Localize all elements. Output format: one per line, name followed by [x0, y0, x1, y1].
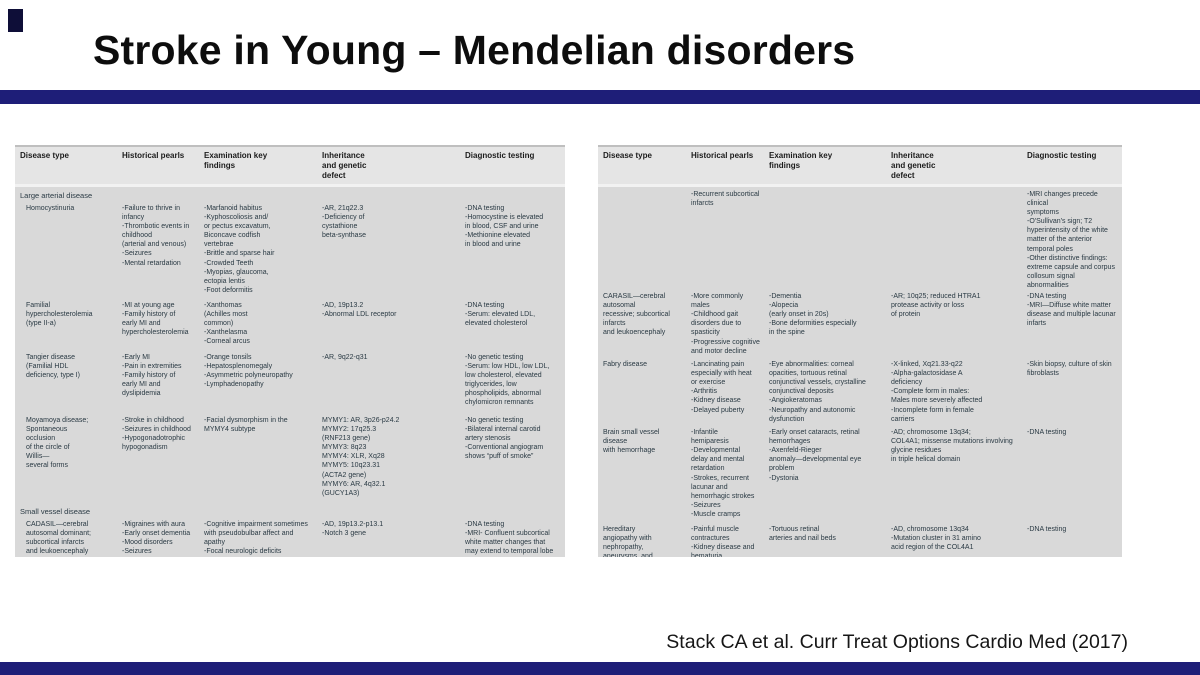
- table-row-carasil: CARASIL—cerebral autosomal recessive; su…: [598, 291, 1122, 359]
- table-row-familial-hypercholesterolemia: Familial hypercholesterolemia (type II-a…: [15, 300, 565, 352]
- cell-inheritance: -AR; 10q25; reduced HTRA1 protease activ…: [891, 293, 981, 319]
- col-header-exam-findings: Examination key findings: [769, 151, 833, 170]
- slide-title: Stroke in Young – Mendelian disorders: [93, 27, 856, 73]
- cell-diagnostic: -No genetic testing -Bilateral internal …: [465, 417, 544, 461]
- section-row-small-vessel: Small vessel disease: [20, 507, 91, 516]
- cell-disease: Familial hypercholesterolemia (type II-a…: [26, 302, 93, 328]
- table-row-hereditary-angiopathy: Hereditary angiopathy with nephropathy, …: [598, 524, 1122, 557]
- cell-inheritance: -X-linked, Xq21.33-q22 -Alpha-galactosid…: [891, 361, 983, 423]
- cell-disease: Fabry disease: [603, 361, 647, 369]
- table-row-moyamoya: Moyamoya disease; Spontaneous occlusion …: [15, 415, 565, 505]
- cell-diagnostic: -DNA testing -Homocystine is elevated in…: [465, 205, 544, 249]
- cell-historical: -Painful muscle contractures -Kidney dis…: [691, 526, 755, 557]
- right-disorders-table: Disease type Historical pearls Examinati…: [598, 145, 1122, 557]
- cell-historical: -MI at young age -Family history of earl…: [122, 302, 189, 337]
- cell-exam: -Cognitive impairment sometimes with pse…: [204, 521, 308, 556]
- cell-diagnostic: -DNA testing: [1027, 429, 1067, 437]
- cell-inheritance: -AD; chromosome 13q34; COL4A1; missense …: [891, 429, 1013, 464]
- cell-historical: -Stroke in childhood -Seizures in childh…: [122, 417, 191, 452]
- cell-diagnostic: -DNA testing -MRI- Confluent subcortical…: [465, 521, 554, 556]
- table-row-homocystinuria: Homocystinuria -Failure to thrive in inf…: [15, 203, 565, 300]
- cell-diagnostic: -MRI changes precede clinical symptoms -…: [1027, 191, 1115, 289]
- col-header-inheritance: Inheritance and genetic defect: [322, 151, 367, 180]
- cell-inheritance: -AD, chromosome 13q34 -Mutation cluster …: [891, 526, 981, 552]
- cell-inheritance: -AR, 9q22-q31: [322, 354, 368, 361]
- cell-exam: [764, 189, 886, 291]
- cell-diagnostic: -DNA testing -MRI—Diffuse white matter d…: [1027, 293, 1116, 328]
- cell-exam: -Facial dysmorphism in the MYMY4 subtype: [204, 417, 288, 434]
- left-table-header: Disease type Historical pearls Examinati…: [15, 147, 565, 187]
- cell-inheritance: -AD, 19p13.2 -Abnormal LDL receptor: [322, 302, 397, 319]
- cell-diagnostic: -DNA testing: [1027, 526, 1067, 534]
- cell-inheritance: -AD, 19p13.2-p13.1 -Notch 3 gene: [322, 521, 384, 538]
- cell-exam: -Tortuous retinal arteries and nail beds: [769, 526, 836, 543]
- right-table-header: Disease type Historical pearls Examinati…: [598, 147, 1122, 187]
- citation-text: Stack CA et al. Curr Treat Options Cardi…: [666, 631, 1128, 653]
- cell-historical: -Failure to thrive in infancy -Thromboti…: [122, 205, 190, 267]
- cell-disease: Brain small vessel disease with hemorrha…: [603, 429, 660, 455]
- table-row-fabry: Fabry disease -Lancinating pain especial…: [598, 359, 1122, 427]
- cell-disease: CADASIL—cerebral autosomal dominant; sub…: [26, 521, 91, 556]
- cell-historical: -Recurrent subcortical infarcts: [691, 191, 760, 208]
- col-header-diagnostic-testing: Diagnostic testing: [465, 151, 535, 160]
- cell-disease: Homocystinuria: [26, 205, 75, 212]
- cell-diagnostic: -Skin biopsy, culture of skin fibroblast…: [1027, 361, 1112, 378]
- left-table-body: Large arterial disease Homocystinuria -F…: [15, 187, 565, 557]
- corner-accent-mark: [8, 9, 23, 32]
- cell-historical: -Migraines with aura -Early onset dement…: [122, 521, 191, 556]
- cell-historical: -Lancinating pain especially with heat o…: [691, 361, 752, 414]
- cell-exam: -Eye abnormalities: corneal opacities, t…: [769, 361, 866, 423]
- cell-inheritance: [886, 189, 1022, 291]
- cell-disease: Moyamoya disease; Spontaneous occlusion …: [26, 417, 89, 470]
- col-header-historical-pearls: Historical pearls: [691, 151, 754, 160]
- right-table-body: -Recurrent subcortical infarcts -MRI cha…: [598, 187, 1122, 557]
- col-header-exam-findings: Examination key findings: [204, 151, 268, 170]
- cell-exam: -Xanthomas (Achilles most common) -Xanth…: [204, 302, 250, 346]
- section-row-large-arterial: Large arterial disease: [20, 191, 93, 200]
- cell-disease: CARASIL—cerebral autosomal recessive; su…: [603, 293, 670, 337]
- bottom-accent-bar: [0, 662, 1200, 675]
- col-header-inheritance: Inheritance and genetic defect: [891, 151, 936, 180]
- title-underline-bar: [0, 90, 1200, 104]
- col-header-disease-type: Disease type: [603, 151, 652, 160]
- col-header-disease-type: Disease type: [20, 151, 69, 160]
- cell-exam: -Early onset cataracts, retinal hemorrha…: [769, 429, 862, 482]
- col-header-diagnostic-testing: Diagnostic testing: [1027, 151, 1097, 160]
- cell-inheritance: -AR, 21q22.3 -Deficiency of cystathione …: [322, 205, 366, 240]
- table-row-tangier-disease: Tangier disease (Familial HDL deficiency…: [15, 352, 565, 415]
- cell-disease: Hereditary angiopathy with nephropathy, …: [603, 526, 653, 557]
- cell-diagnostic: -DNA testing -Serum: elevated LDL, eleva…: [465, 302, 536, 328]
- cell-disease: [598, 189, 686, 291]
- table-row-cadasil-continued: -Recurrent subcortical infarcts -MRI cha…: [598, 189, 1122, 291]
- cell-historical: -More commonly males -Childhood gait dis…: [691, 293, 760, 355]
- table-row-brain-small-vessel: Brain small vessel disease with hemorrha…: [598, 427, 1122, 524]
- left-disorders-table: Disease type Historical pearls Examinati…: [15, 145, 565, 557]
- cell-inheritance: MYMY1: AR, 3p26-p24.2 MYMY2: 17q25.3 (RN…: [322, 417, 400, 497]
- cell-disease: Tangier disease (Familial HDL deficiency…: [26, 354, 80, 380]
- cell-diagnostic: -No genetic testing -Serum: low HDL, low…: [465, 354, 550, 407]
- cell-historical: -Infantile hemiparesis -Developmental de…: [691, 429, 755, 518]
- cell-exam: -Marfanoid habitus -Kyphoscoliosis and/ …: [204, 205, 275, 294]
- cell-historical: -Early MI -Pain in extremities -Family h…: [122, 354, 182, 398]
- col-header-historical-pearls: Historical pearls: [122, 151, 185, 160]
- cell-exam: -Dementia -Alopecia (early onset in 20s)…: [769, 293, 857, 337]
- cell-exam: -Orange tonsils -Hepatosplenomegaly -Asy…: [204, 354, 293, 389]
- table-row-cadasil: CADASIL—cerebral autosomal dominant; sub…: [15, 519, 565, 557]
